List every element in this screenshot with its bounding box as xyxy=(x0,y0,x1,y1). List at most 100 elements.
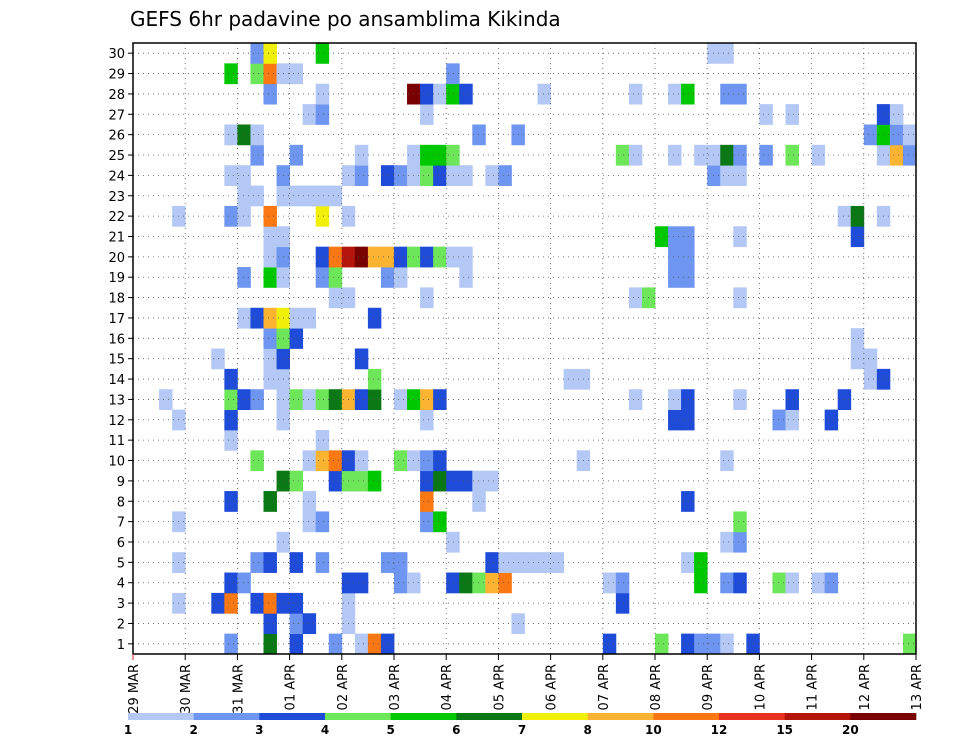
heatmap-cell xyxy=(302,450,317,472)
heatmap-cell xyxy=(459,83,473,105)
heatmap-cell xyxy=(237,165,251,186)
heatmap-cell xyxy=(615,144,630,166)
heatmap-cell xyxy=(602,572,617,594)
heatmap-cell xyxy=(459,267,473,288)
heatmap-cell xyxy=(394,552,408,573)
y-tick-label: 1 xyxy=(117,638,125,653)
heatmap-cell xyxy=(733,144,747,166)
heatmap-cell xyxy=(433,450,447,472)
heatmap-cell xyxy=(237,124,251,146)
heatmap-cell xyxy=(263,368,277,390)
y-tick-label: 21 xyxy=(108,230,125,245)
heatmap-cell xyxy=(628,287,643,309)
colorbar-swatch xyxy=(128,713,194,720)
heatmap-cell xyxy=(328,185,343,207)
y-tick-label: 15 xyxy=(108,353,125,368)
heatmap-cell xyxy=(655,226,669,248)
heatmap-cell xyxy=(694,572,708,594)
heatmap-cell xyxy=(159,389,173,410)
heatmap-cell xyxy=(628,83,643,105)
colorbar-label: 3 xyxy=(255,723,263,737)
heatmap-cell xyxy=(224,633,238,655)
heatmap-cell xyxy=(263,307,277,329)
heatmap-cell xyxy=(380,165,395,186)
heatmap-cell xyxy=(889,144,904,166)
heatmap-cell xyxy=(315,83,330,105)
heatmap-cell xyxy=(302,613,317,635)
heatmap-cell xyxy=(263,83,277,105)
heatmap-cell xyxy=(328,267,343,288)
colorbar-label: 15 xyxy=(776,723,793,737)
heatmap-cell xyxy=(394,267,408,288)
heatmap-cell xyxy=(263,328,277,349)
heatmap-cell xyxy=(720,531,734,553)
heatmap-cell xyxy=(367,246,382,268)
heatmap-cell xyxy=(302,185,317,207)
heatmap-cell xyxy=(446,246,460,268)
colorbar-swatch xyxy=(653,713,720,720)
heatmap-cell xyxy=(263,226,277,248)
heatmap-cell xyxy=(224,63,238,85)
heatmap-cell xyxy=(354,633,369,655)
y-tick-label: 3 xyxy=(117,597,125,612)
heatmap-cell xyxy=(615,572,630,594)
heatmap-cell xyxy=(289,328,304,349)
heatmap-cell xyxy=(785,144,799,166)
heatmap-cell xyxy=(681,409,695,431)
heatmap-cell xyxy=(367,307,382,329)
heatmap-cell xyxy=(263,491,277,512)
x-tick-label: 13 APR xyxy=(910,664,925,710)
colorbar-label: 5 xyxy=(386,723,394,737)
heatmap-cell xyxy=(472,491,486,512)
heatmap-cell xyxy=(250,63,264,85)
heatmap-cell xyxy=(759,104,773,125)
heatmap-cell xyxy=(315,104,330,125)
heatmap-cell xyxy=(380,267,395,288)
heatmap-cell xyxy=(681,491,695,512)
heatmap-cell xyxy=(263,63,277,85)
heatmap-cells xyxy=(159,43,917,655)
heatmap-cell xyxy=(733,226,747,248)
heatmap-cell xyxy=(328,246,343,268)
heatmap-cell xyxy=(459,572,473,594)
heatmap-cell xyxy=(289,633,304,655)
heatmap-cell xyxy=(524,552,538,573)
heatmap-cell xyxy=(315,429,330,451)
heatmap-cell xyxy=(394,389,408,410)
heatmap-cell xyxy=(394,572,408,594)
heatmap-cell xyxy=(315,267,330,288)
x-tick-label: 07 APR xyxy=(597,664,612,710)
heatmap-cell xyxy=(263,205,277,227)
x-tick-label: 03 APR xyxy=(388,664,403,710)
x-tick-label: 10 APR xyxy=(753,664,768,710)
heatmap-cell xyxy=(250,552,264,573)
colorbar-label: 4 xyxy=(321,723,329,737)
heatmap-cell xyxy=(420,450,434,472)
heatmap-cell xyxy=(459,165,473,186)
heatmap-cell xyxy=(380,552,395,573)
heatmap-cell xyxy=(472,572,486,594)
heatmap-cell xyxy=(850,205,865,227)
heatmap-cell xyxy=(315,389,330,410)
heatmap-cell xyxy=(263,348,277,370)
y-tick-label: 14 xyxy=(108,373,125,388)
x-tick-label: 05 APR xyxy=(492,664,507,710)
heatmap-cell xyxy=(315,552,330,573)
heatmap-cell xyxy=(733,572,747,594)
heatmap-cell xyxy=(668,267,682,288)
heatmap-cell xyxy=(354,246,369,268)
y-tick-label: 6 xyxy=(117,536,125,551)
y-tick-label: 8 xyxy=(117,495,125,510)
colorbar-swatch xyxy=(719,713,785,720)
heatmap-cell xyxy=(628,144,643,166)
x-tick-label: 08 APR xyxy=(649,664,664,710)
y-axis: 1234567891011121314151617181920212223242… xyxy=(108,47,133,653)
heatmap-cell xyxy=(224,165,238,186)
heatmap-cell xyxy=(354,450,369,472)
heatmap-cell xyxy=(263,633,277,655)
heatmap-cell xyxy=(681,226,695,248)
y-tick-label: 28 xyxy=(108,88,125,103)
heatmap-cell xyxy=(694,552,708,573)
heatmap-cell xyxy=(433,83,447,105)
